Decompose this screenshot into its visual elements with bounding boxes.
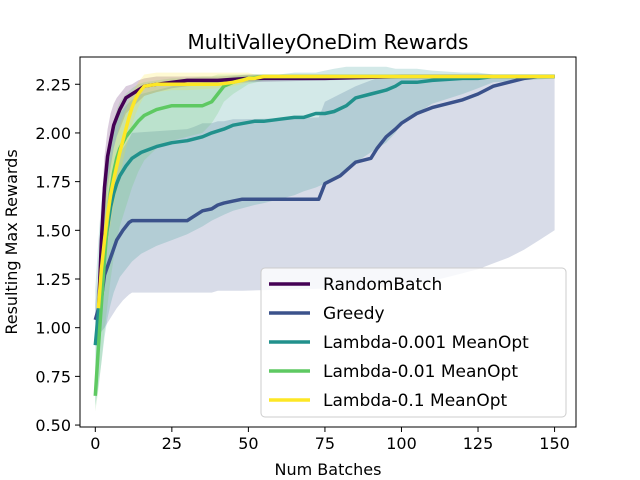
y-tick-label: 1.75 — [35, 173, 71, 192]
band-lambda-0-001-meanopt — [95, 66, 555, 406]
y-tick-label: 2.25 — [35, 75, 71, 94]
line-lambda-0-001-meanopt — [93, 74, 555, 346]
legend-label-greedy: Greedy — [323, 304, 385, 324]
x-tick-label: 75 — [315, 434, 335, 453]
line-randombatch — [96, 74, 555, 317]
y-axis-label: Resulting Max Rewards — [2, 149, 21, 334]
x-axis-ticks: 0 25 50 75 100 125 150 — [90, 427, 570, 453]
x-tick-label: 125 — [463, 434, 494, 453]
y-tick-label: 0.75 — [35, 367, 71, 386]
y-tick-label: 2.00 — [35, 124, 71, 143]
y-tick-label: 1.25 — [35, 270, 71, 289]
legend-label-lambda-0-1-meanopt: Lambda-0.1 MeanOpt — [323, 391, 508, 411]
line-greedy — [93, 74, 555, 321]
x-tick-label: 100 — [386, 434, 417, 453]
y-tick-label: 1.50 — [35, 221, 71, 240]
y-axis-ticks: 0.50 0.75 1.00 1.25 1.50 1.75 2.00 2.25 — [35, 75, 80, 435]
x-tick-label: 0 — [90, 434, 100, 453]
legend-label-randombatch: RandomBatch — [323, 275, 442, 295]
band-lambda-0-01-meanopt — [95, 74, 555, 412]
series-lines — [93, 74, 555, 396]
legend-box — [260, 267, 567, 418]
y-tick-label: 0.50 — [35, 416, 71, 435]
chart-title: MultiValleyOneDim Rewards — [188, 30, 469, 54]
y-tick-label: 1.00 — [35, 319, 71, 338]
legend: RandomBatch Greedy Lambda-0.001 MeanOpt Lam… — [260, 267, 567, 418]
legend-label-lambda-0-001-meanopt: Lambda-0.001 MeanOpt — [323, 333, 529, 353]
legend-label-lambda-0-01-meanopt: Lambda-0.01 MeanOpt — [323, 362, 518, 382]
x-tick-label: 150 — [539, 434, 570, 453]
axes-frame — [79, 56, 577, 428]
x-tick-label: 25 — [162, 434, 182, 453]
x-axis-label: Num Batches — [275, 460, 382, 479]
x-tick-label: 50 — [238, 434, 258, 453]
line-lambda-0-1-meanopt — [96, 74, 555, 309]
